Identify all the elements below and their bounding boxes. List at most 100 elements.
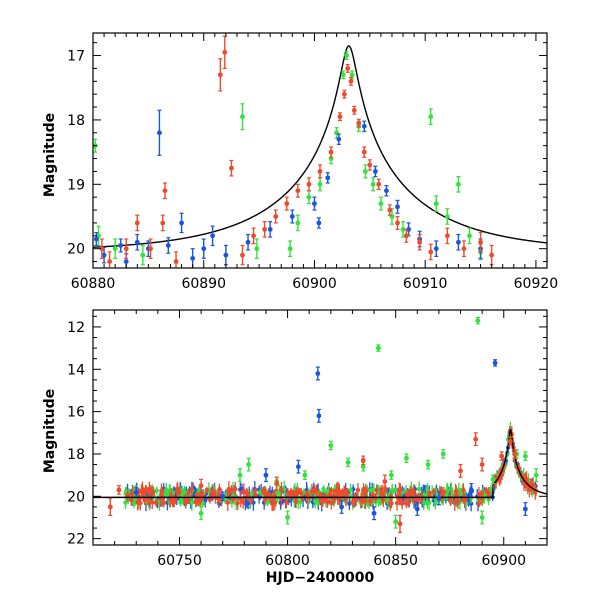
baseline-point [207, 497, 213, 502]
data-point [157, 130, 162, 136]
data-point [479, 515, 485, 520]
baseline-point [183, 500, 189, 505]
baseline-point [447, 498, 453, 503]
data-point [251, 233, 256, 239]
data-point [123, 246, 129, 252]
data-point [376, 181, 382, 187]
baseline-point [147, 486, 152, 492]
data-point [387, 207, 393, 213]
data-point [351, 107, 357, 113]
plot-area [93, 316, 547, 533]
baseline-point [389, 488, 395, 493]
baseline-point [189, 500, 195, 505]
data-point [356, 120, 362, 126]
baseline-point [362, 490, 367, 496]
baseline-point [153, 500, 159, 506]
baseline-point [125, 493, 130, 498]
data-point [173, 259, 179, 264]
baseline-point [304, 491, 310, 497]
y-tick-label: 20 [67, 242, 85, 258]
data-point [361, 123, 367, 129]
data-point [245, 239, 251, 245]
model-curve [93, 428, 547, 499]
data-point [162, 188, 168, 194]
baseline-point [159, 488, 164, 493]
baseline-point [415, 497, 421, 502]
baseline-point [284, 499, 289, 505]
data-point [273, 214, 279, 219]
data-point [456, 181, 461, 187]
data-point [433, 246, 439, 252]
baseline-point [277, 490, 282, 495]
data-point [134, 239, 140, 245]
data-point [240, 114, 245, 120]
data-point [325, 175, 331, 181]
baseline-point [530, 482, 536, 487]
baseline-point [204, 488, 210, 493]
x-tick-label: 60900 [292, 276, 337, 292]
data-point [112, 246, 118, 252]
baseline-point [225, 500, 230, 505]
data-point [134, 220, 140, 226]
baseline-point [186, 491, 191, 496]
y-tick-label: 12 [67, 320, 85, 336]
data-point [414, 506, 420, 512]
data-point [341, 91, 347, 97]
data-point [382, 479, 388, 484]
baseline-point [131, 501, 137, 506]
baseline-point [427, 490, 432, 496]
baseline-point [425, 501, 430, 506]
baseline-point [260, 488, 266, 494]
baseline-point [461, 487, 466, 493]
bottom-x-axis-label: HJD−2400000 [266, 570, 375, 586]
data-point [403, 233, 409, 239]
data-point [295, 220, 301, 226]
data-point [93, 236, 99, 242]
data-point [456, 239, 461, 245]
data-point [400, 226, 406, 232]
data-point [210, 233, 215, 239]
baseline-point [476, 501, 482, 506]
data-point [336, 136, 342, 142]
baseline-point [241, 489, 247, 494]
data-point [345, 460, 351, 465]
data-point [475, 318, 481, 323]
data-point [348, 78, 354, 84]
data-point [289, 214, 295, 219]
data-point [274, 481, 280, 487]
data-point [328, 149, 334, 155]
data-point [361, 149, 367, 155]
data-point [312, 201, 317, 207]
data-point [344, 53, 349, 58]
data-point [499, 453, 504, 459]
data-point [492, 360, 498, 366]
data-point [201, 246, 207, 252]
data-point [220, 493, 226, 499]
baseline-point [348, 488, 353, 493]
data-point [349, 72, 355, 78]
data-point [363, 169, 368, 174]
x-tick-label: 60890 [181, 276, 226, 292]
baseline-point [406, 500, 411, 505]
data-point [417, 239, 423, 245]
data-point [436, 496, 442, 501]
baseline-point [279, 487, 284, 492]
baseline-point [421, 500, 427, 505]
baseline-point [325, 499, 330, 505]
baseline-point [167, 488, 172, 494]
bottom-panel: 60750 60800 60850 60900 12 14 16 18 20 22 [67, 309, 548, 569]
data-point [316, 220, 322, 226]
top-y-axis-label: Magnitude [42, 113, 58, 197]
data-point [315, 371, 321, 376]
data-point [397, 521, 403, 527]
baseline-point [455, 499, 461, 504]
data-point [522, 506, 528, 512]
data-point [198, 510, 204, 516]
baseline-point [360, 498, 366, 503]
data-point [339, 504, 345, 510]
data-point [101, 252, 107, 258]
y-tick-label: 18 [67, 447, 85, 463]
baseline-point [235, 500, 240, 506]
baseline-point [128, 497, 134, 503]
data-point [317, 169, 323, 174]
